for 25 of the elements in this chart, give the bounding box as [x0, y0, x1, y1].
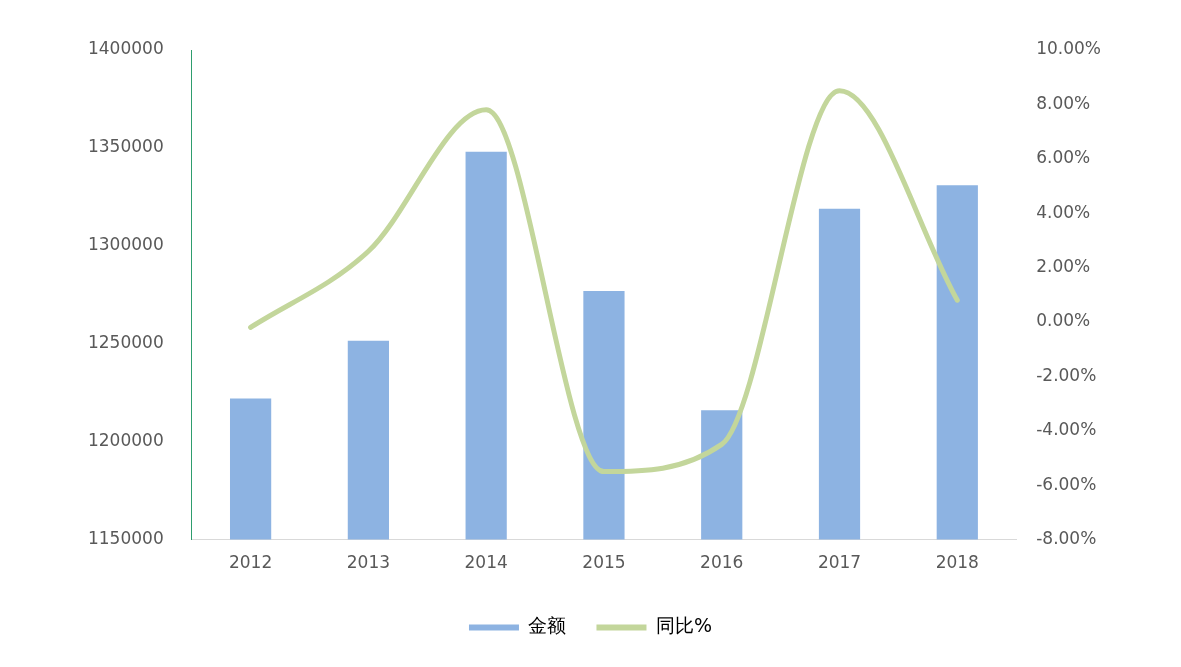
y2-tick-label: 8.00% — [1036, 92, 1091, 113]
y2-tick-label: -2.00% — [1036, 364, 1097, 385]
legend-label: 金额 — [528, 614, 567, 637]
x-tick-label: 2015 — [582, 552, 626, 573]
y2-tick-label: 10.00% — [1036, 38, 1102, 59]
x-tick-label: 2018 — [935, 552, 979, 573]
y2-tick-label: -6.00% — [1036, 473, 1097, 494]
y2-tick-label: 6.00% — [1036, 147, 1091, 168]
y-tick-label: 1150000 — [87, 528, 164, 549]
x-tick-label: 2012 — [228, 552, 273, 573]
y-tick-label: 1200000 — [87, 430, 164, 451]
y2-tick-label: 0.00% — [1036, 310, 1091, 331]
y2-tick-label: 4.00% — [1036, 201, 1091, 222]
y2-tick-label: -8.00% — [1036, 528, 1097, 549]
x-tick-label: 2013 — [346, 552, 391, 573]
y-tick-label: 1300000 — [87, 234, 164, 255]
x-tick-label: 2014 — [464, 552, 508, 573]
y-tick-label: 1350000 — [87, 136, 164, 157]
legend-label: 同比% — [655, 614, 713, 637]
y-tick-label: 1400000 — [87, 38, 164, 59]
x-tick-label: 2017 — [817, 552, 862, 573]
y-tick-label: 1250000 — [87, 332, 164, 353]
y2-tick-label: -4.00% — [1036, 419, 1097, 440]
y2-tick-label: 2.00% — [1036, 256, 1091, 277]
x-tick-label: 2016 — [700, 552, 744, 573]
